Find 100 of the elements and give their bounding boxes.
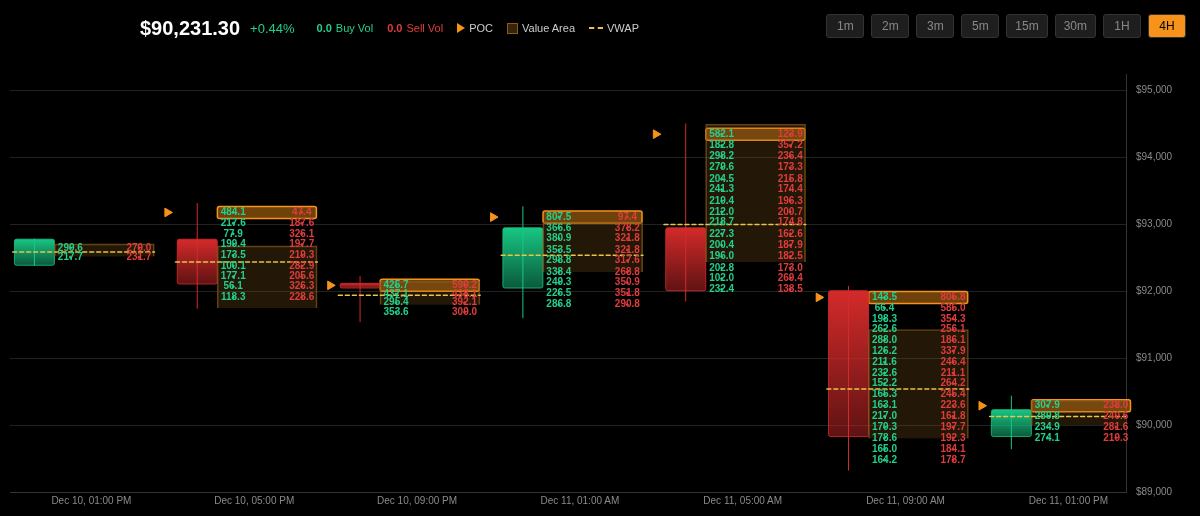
text: 1m: [826, 14, 865, 38]
annotation: 321.8: [614, 243, 641, 255]
annotation: 212.0: [709, 205, 735, 217]
y-tick-label: $93,000: [1136, 218, 1173, 230]
annotation: 204.5: [709, 172, 735, 184]
annotation: 354.3: [940, 312, 966, 324]
text: 5m: [961, 14, 1000, 38]
text: 30m: [1054, 14, 1096, 38]
annotation: 165.0: [871, 442, 898, 454]
legend-label: VWAP: [607, 22, 640, 34]
text: 15m: [1006, 14, 1048, 38]
annotation: 256.1: [940, 323, 966, 335]
annotation: 165.3: [871, 388, 898, 400]
annotation: 245.4: [940, 388, 966, 400]
annotation: 241.3: [709, 183, 735, 195]
annotation: 425.7: [383, 279, 409, 291]
annotation: 380.9: [546, 232, 572, 244]
annotation: 192.3: [940, 431, 966, 443]
x-tick-label: Dec 10, 05:00 PM: [214, 494, 295, 506]
annotation: 392.1: [452, 296, 478, 308]
annotation: 279.6: [709, 161, 735, 173]
chart-subtitle: $90,231.30: [140, 16, 241, 40]
annotation: 805.8: [940, 291, 966, 303]
annotation: 143.5: [871, 291, 898, 303]
annotation: 249.3: [546, 276, 572, 288]
annotation: 234.9: [1034, 420, 1061, 432]
annotation: 138.5: [777, 283, 804, 295]
annotation: 298.2: [709, 150, 735, 162]
annotation: 232.4: [709, 283, 735, 295]
annotation: 196.0: [709, 250, 735, 262]
point: [327, 280, 336, 291]
annotation: 582.1: [709, 127, 735, 139]
y-tick-label: $89,000: [1136, 485, 1173, 497]
annotation: 321.8: [614, 232, 641, 244]
candlestick: [339, 275, 381, 323]
y-tick-label: $94,000: [1136, 151, 1173, 163]
annotation: 97.4: [617, 210, 638, 222]
annotation: 807.5: [546, 210, 572, 222]
annotation: 126.2: [871, 344, 898, 356]
annotation: 161.8: [940, 410, 966, 422]
annotation: 286.8: [546, 298, 572, 310]
annotation: 211.6: [872, 356, 898, 367]
annotation: 178.7: [940, 453, 966, 465]
annotation: 177.1: [220, 270, 247, 282]
annotation: 205.6: [289, 270, 315, 282]
annotation: 186.1: [940, 333, 966, 345]
annotation: 202.8: [709, 261, 735, 273]
annotation: 317.6: [614, 254, 641, 266]
annotation: 353.6: [383, 305, 409, 317]
annotation: 337.9: [940, 344, 966, 356]
annotation: 100.1: [220, 259, 247, 271]
annotation: 198.3: [871, 312, 898, 324]
text: 0.0: [316, 22, 332, 34]
x-tick-label: Dec 11, 01:00 PM: [1028, 494, 1108, 506]
annotation: 173.5: [220, 248, 247, 260]
annotation: 366.6: [546, 221, 572, 233]
annotation: 123.9: [777, 127, 804, 139]
annotation: 238.0: [1103, 399, 1129, 411]
annotation: 174.4: [777, 183, 804, 195]
annotation: 102.0: [709, 272, 735, 284]
annotation: 228.6: [289, 291, 315, 303]
annotation: 182.8: [709, 139, 735, 151]
annotation: 357.2: [777, 139, 804, 151]
annotation: 56.1: [223, 280, 244, 292]
point: [978, 400, 987, 411]
annotation: 378.2: [614, 221, 641, 233]
annotation: 182.5: [777, 250, 804, 262]
annotation: 179.3: [871, 420, 898, 432]
annotation: 282.9: [289, 259, 315, 271]
annotation: 585.0: [940, 301, 966, 313]
annotation: 231.7: [126, 251, 152, 262]
point: [815, 292, 825, 303]
annotation: 279.0: [126, 241, 152, 253]
point: [164, 207, 173, 218]
annotation: 274.1: [1034, 431, 1061, 443]
annotation: 200.4: [709, 238, 735, 250]
annotation: 219.3: [289, 248, 315, 260]
text: Sell Vol: [406, 22, 444, 34]
y-tick-label: $95,000: [1136, 84, 1173, 96]
annotation: 215.8: [777, 172, 804, 184]
text: 4H: [1148, 14, 1186, 38]
annotation: 326.1: [289, 227, 315, 239]
annotation: 184.1: [940, 442, 966, 454]
annotation: 288.0: [871, 333, 898, 345]
text: 1H: [1103, 14, 1141, 38]
annotation: 262.6: [871, 323, 898, 335]
annotation: 211.1: [940, 366, 966, 378]
annotation: 227.3: [709, 227, 735, 239]
annotation: 219.4: [709, 194, 735, 206]
annotation: 290.8: [614, 298, 641, 310]
annotation: 152.2: [871, 377, 898, 389]
annotation: 236.4: [777, 150, 804, 162]
annotation: 246.4: [940, 356, 966, 367]
annotation: 162.6: [777, 227, 804, 239]
annotation: 350.9: [614, 276, 641, 288]
annotation: 217.0: [871, 410, 898, 422]
text: 0.0: [387, 22, 403, 34]
annotation: 118.3: [220, 291, 246, 303]
annotation: 338.4: [546, 265, 572, 277]
annotation: 295.4: [383, 296, 409, 308]
